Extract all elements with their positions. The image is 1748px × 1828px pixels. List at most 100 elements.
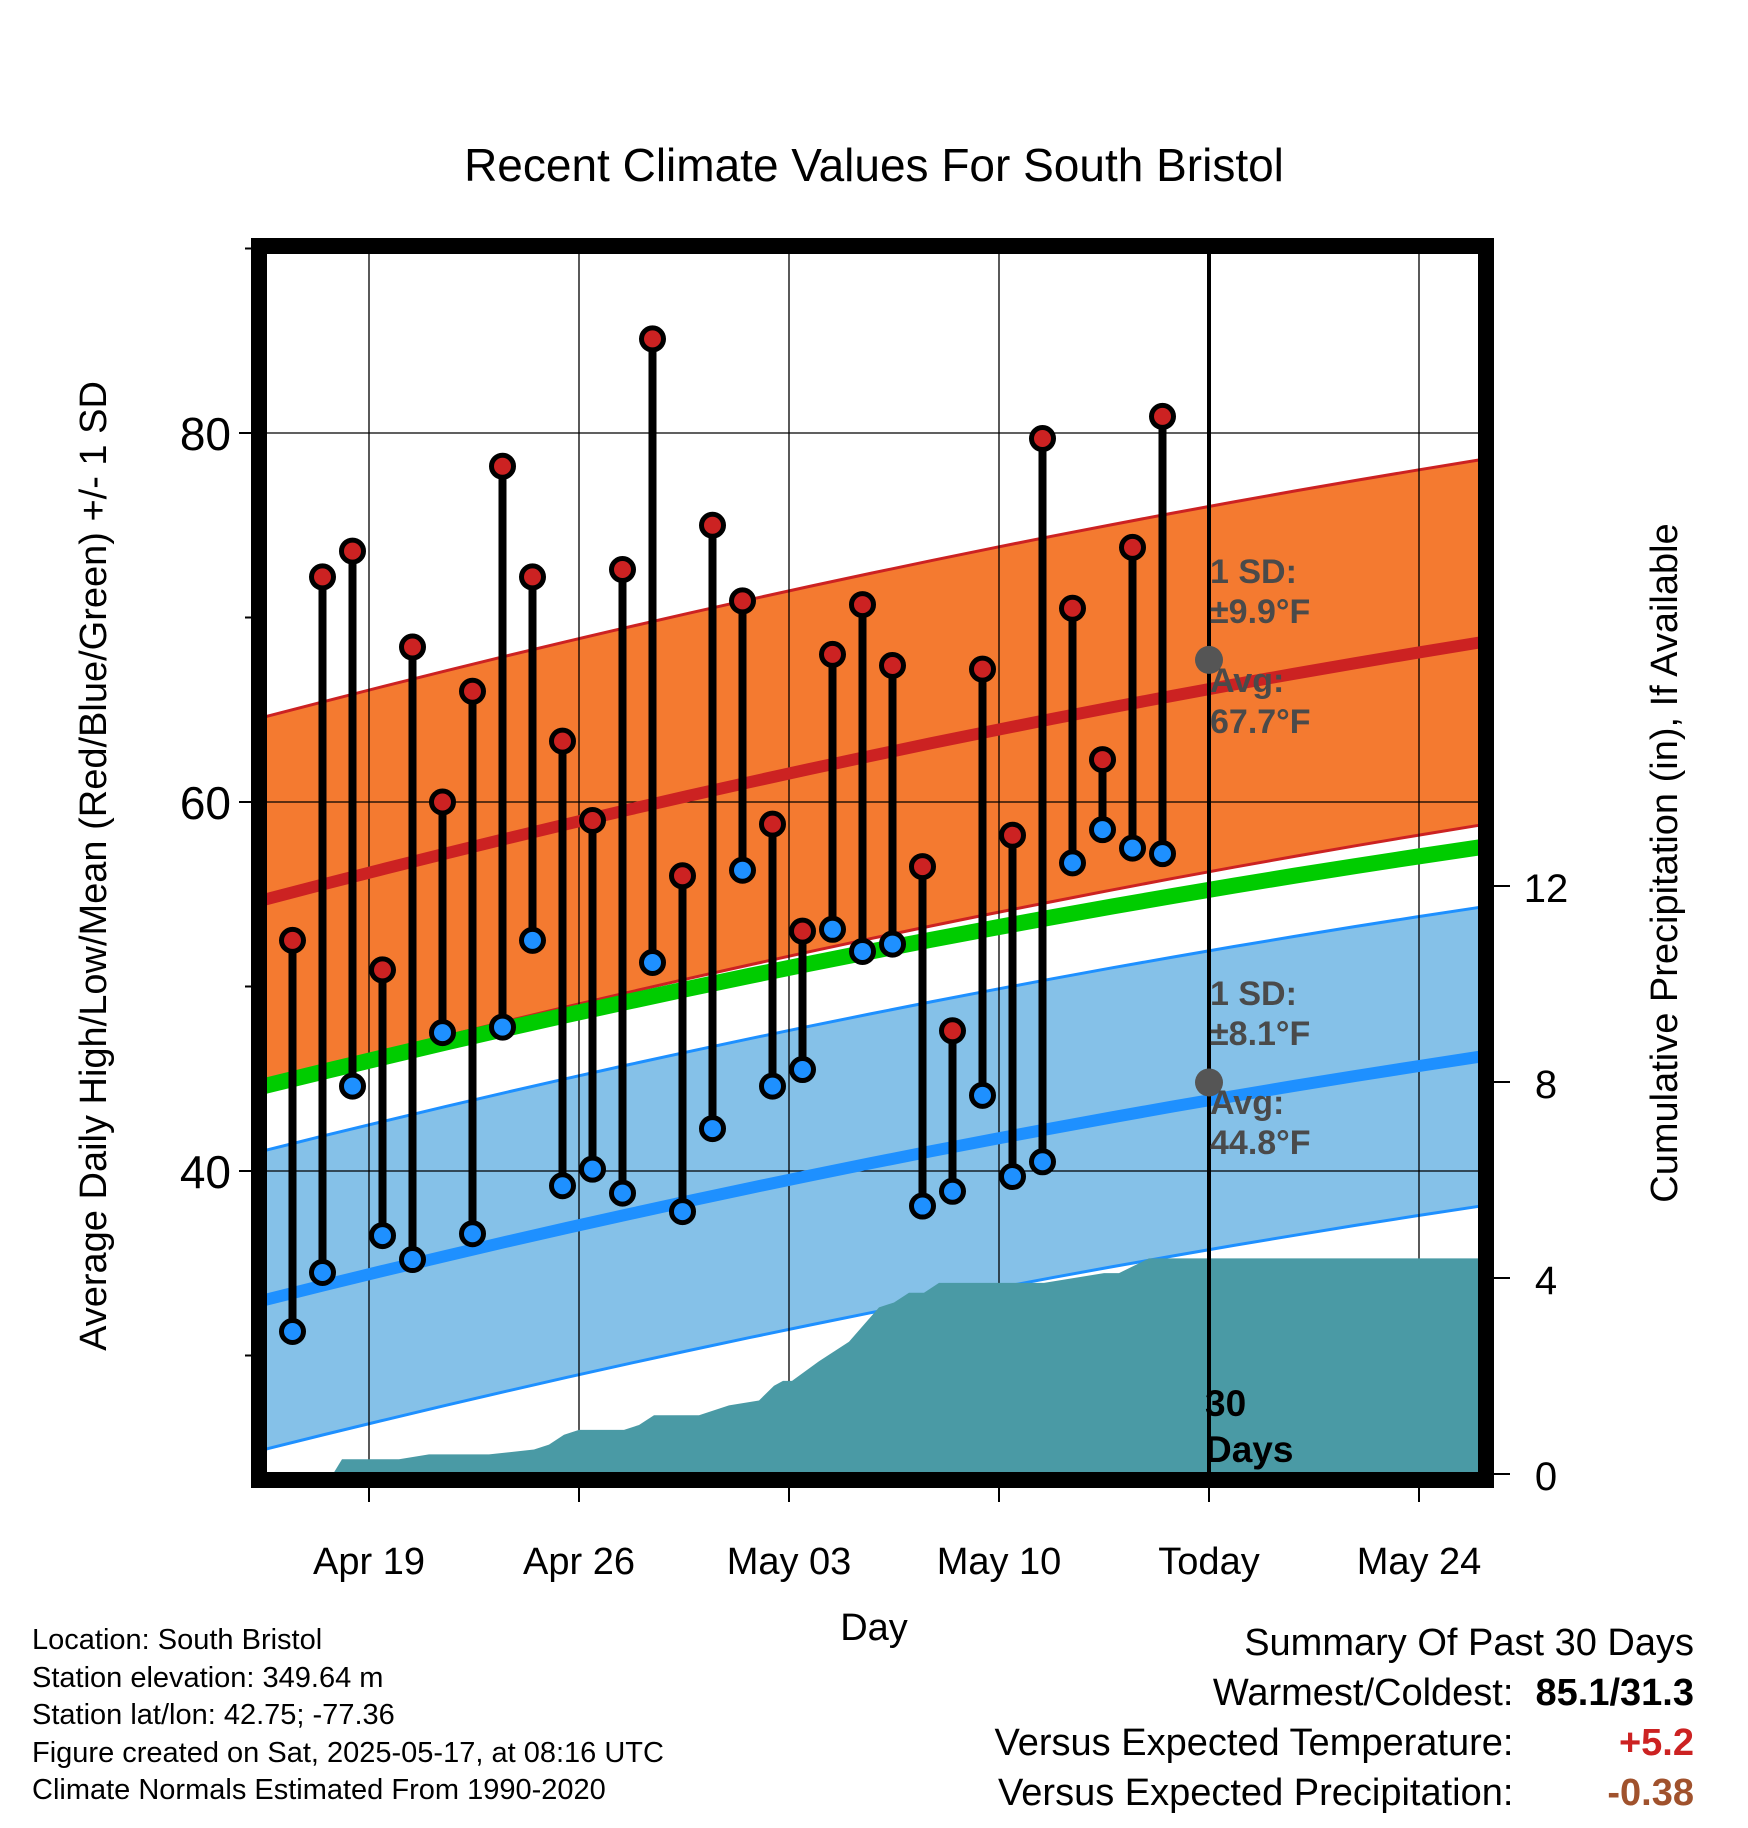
daily-dots: [279, 325, 1223, 1346]
daily-low-dot: [669, 1198, 696, 1226]
days-count-label: 30: [1205, 1383, 1246, 1424]
y2-axis-label: Cumulative Precipitation (in), If Availa…: [1644, 523, 1686, 1202]
summary-warmest-row: Warmest/Coldest: 85.1/31.3: [995, 1668, 1694, 1718]
temp-label: Versus Expected Temperature:: [994, 1722, 1514, 1764]
daily-high-dot: [519, 563, 546, 591]
summary-temp-row: Versus Expected Temperature: +5.2: [995, 1718, 1694, 1768]
latlon-text: Station lat/lon: 42.75; -77.36: [32, 1699, 395, 1731]
daily-high-dot: [339, 537, 366, 565]
normal-low-line: [262, 1049, 1486, 1307]
daily-low-dot: [429, 1019, 456, 1047]
daily-low-dot: [999, 1163, 1026, 1191]
days-word-label: Days: [1205, 1429, 1293, 1470]
daily-high-dot: [759, 810, 786, 838]
daily-high-dot: [879, 651, 906, 679]
daily-high-dot: [459, 677, 486, 705]
normals-text: Climate Normals Estimated From 1990-2020: [32, 1774, 606, 1806]
daily-low-dot: [789, 1056, 816, 1084]
daily-low-dot: [699, 1115, 726, 1143]
high-avg-label: Avg:: [1210, 662, 1284, 700]
left-tick-label: 40: [180, 1146, 231, 1198]
daily-low-dot: [1089, 816, 1116, 844]
y-axis-label: Average Daily High/Low/Mean (Red/Blue/Gr…: [73, 381, 115, 1351]
created-text: Figure created on Sat, 2025-05-17, at 08…: [32, 1736, 664, 1769]
daily-high-dot: [579, 806, 606, 834]
daily-low-dot: [399, 1246, 426, 1274]
warmest-value: 85.1/31.3: [1535, 1672, 1694, 1714]
daily-low-dot: [519, 926, 546, 954]
today-high-avg-marker: [1195, 645, 1223, 674]
right-tick-label: 12: [1524, 867, 1569, 911]
bottom-tick-label: May 10: [937, 1541, 1062, 1583]
bottom-tick-label: Today: [1158, 1541, 1259, 1583]
right-tick-label: 8: [1535, 1063, 1557, 1107]
location-text: Location: South Bristol: [32, 1624, 323, 1656]
daily-low-dot: [1059, 849, 1086, 877]
daily-low-dot: [909, 1192, 936, 1220]
daily-low-dot: [1119, 834, 1146, 862]
daily-low-dot: [969, 1081, 996, 1109]
precip-label: Versus Expected Precipitation:: [998, 1772, 1514, 1814]
daily-low-dot: [729, 856, 756, 884]
daily-high-dot: [369, 956, 396, 984]
chart-text: 40 60 80 0 4 8 12 Apr 19 Apr 26 May 03 May 10 Today…: [73, 139, 1686, 1649]
low-sd-label: 1 SD:: [1210, 975, 1297, 1013]
daily-low-dot: [1149, 840, 1176, 868]
daily-high-dot: [909, 853, 936, 881]
daily-high-dot: [669, 862, 696, 890]
daily-low-dot: [609, 1179, 636, 1207]
today-low-avg-marker: [1195, 1068, 1223, 1097]
daily-low-dot: [939, 1177, 966, 1205]
temp-value: +5.2: [1618, 1722, 1694, 1764]
bottom-tick-label: Apr 26: [523, 1541, 635, 1583]
low-avg-label: Avg:: [1210, 1084, 1284, 1122]
daily-low-dot: [849, 937, 876, 965]
high-sd-value: ±9.9°F: [1210, 593, 1310, 631]
daily-high-dot: [939, 1017, 966, 1045]
bottom-tick-label: May 03: [727, 1541, 852, 1583]
station-info: Location: South Bristol Station elevatio…: [32, 1622, 664, 1810]
daily-low-dot: [369, 1222, 396, 1250]
daily-high-dot: [729, 587, 756, 615]
daily-high-dot: [999, 821, 1026, 849]
daily-low-dot: [459, 1220, 486, 1248]
bottom-tick-label: May 24: [1357, 1541, 1482, 1583]
warmest-label: Warmest/Coldest:: [1212, 1672, 1514, 1714]
summary-title: Summary Of Past 30 Days: [1244, 1622, 1694, 1664]
precipitation-area: [333, 1258, 1486, 1474]
low-sd-value: ±8.1°F: [1210, 1015, 1310, 1053]
high-avg-value: 67.7°F: [1210, 703, 1311, 741]
chart-title: Recent Climate Values For South Bristol: [464, 139, 1284, 191]
daily-low-dot: [879, 930, 906, 958]
summary-panel: Summary Of Past 30 Days Warmest/Coldest:…: [995, 1618, 1694, 1818]
daily-high-dot: [429, 788, 456, 816]
daily-high-dot: [1059, 594, 1086, 622]
daily-high-dot: [1119, 533, 1146, 561]
daily-high-dot: [699, 511, 726, 539]
daily-high-dot: [399, 633, 426, 661]
daily-high-dot: [1149, 402, 1176, 430]
daily-high-dot: [969, 655, 996, 683]
daily-high-dot: [1029, 425, 1056, 453]
daily-low-dot: [579, 1155, 606, 1183]
normal-low-upper-edge: [263, 904, 1486, 1153]
daily-high-dot: [309, 563, 336, 591]
summary-precip-row: Versus Expected Precipitation: -0.38: [995, 1768, 1694, 1818]
high-sd-label: 1 SD:: [1210, 553, 1297, 591]
left-tick-label: 80: [180, 408, 231, 460]
right-tick-label: 0: [1535, 1455, 1557, 1499]
precip-value: -0.38: [1607, 1772, 1694, 1814]
left-tick-label: 60: [180, 777, 231, 829]
bottom-tick-label: Apr 19: [313, 1541, 425, 1583]
daily-high-dot: [789, 917, 816, 945]
precip-area: [333, 1258, 1486, 1474]
daily-high-dot: [549, 727, 576, 755]
daily-high-dot: [819, 640, 846, 668]
daily-low-dot: [489, 1013, 516, 1041]
daily-low-dot: [309, 1258, 336, 1286]
daily-low-dot: [549, 1172, 576, 1200]
right-tick-label: 4: [1535, 1259, 1557, 1303]
daily-low-dot: [759, 1072, 786, 1100]
daily-high-dot: [609, 556, 636, 584]
